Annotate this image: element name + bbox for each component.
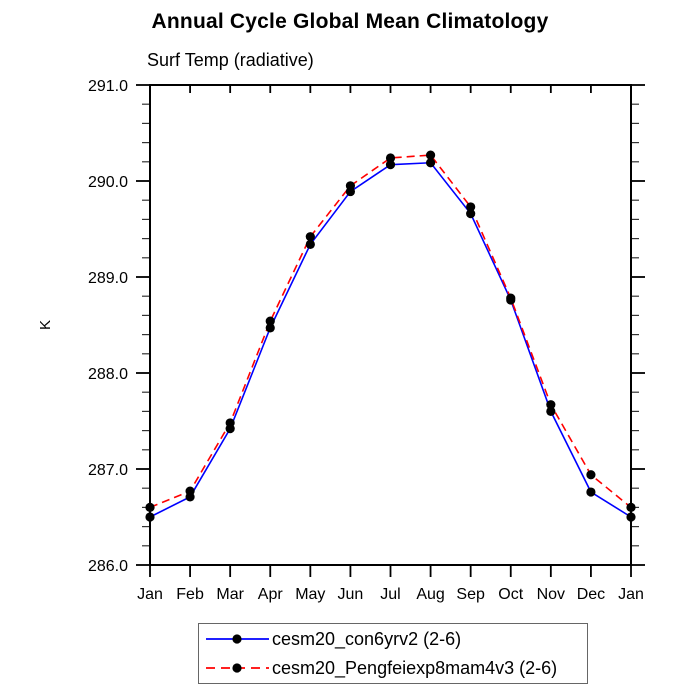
y-axis-title: K xyxy=(37,320,54,330)
data-point-marker-s1 xyxy=(466,202,476,212)
x-axis-tick-label: Aug xyxy=(416,586,444,603)
legend-box: cesm20_con6yrv2 (2-6) cesm20_Pengfeiexp8… xyxy=(198,623,588,684)
legend-item-series-0: cesm20_con6yrv2 (2-6) xyxy=(199,625,587,654)
x-axis-tick-label: Mar xyxy=(216,586,244,603)
y-axis-tick-label: 286.0 xyxy=(88,558,128,575)
series-1-marker-sample xyxy=(232,663,242,673)
data-point-marker-s1 xyxy=(586,470,596,480)
x-axis-tick-label: Jun xyxy=(338,586,364,603)
data-point-marker-s1 xyxy=(185,486,195,496)
plot-frame xyxy=(149,84,632,566)
legend-label-series-0: cesm20_con6yrv2 (2-6) xyxy=(272,628,462,649)
y-axis-tick-label: 290.0 xyxy=(88,174,128,191)
x-axis-tick-label: Jan xyxy=(618,586,644,603)
chart-subtitle: Surf Temp (radiative) xyxy=(147,50,314,70)
data-point-marker-s0 xyxy=(145,512,155,522)
data-point-marker-s0 xyxy=(466,209,476,219)
data-point-marker-s0 xyxy=(626,512,636,522)
x-axis-tick-label: Jul xyxy=(380,586,400,603)
data-point-marker-s1 xyxy=(225,418,235,428)
data-point-marker-s0 xyxy=(265,323,275,333)
legend-item-series-1: cesm20_Pengfeiexp8mam4v3 (2-6) xyxy=(199,654,587,683)
data-point-marker-s1 xyxy=(145,502,155,512)
data-point-marker-s0 xyxy=(546,406,556,416)
data-point-marker-s1 xyxy=(425,150,436,160)
data-point-marker-s0 xyxy=(385,160,396,170)
data-point-marker-s1 xyxy=(305,232,315,242)
series-0-line-swatch xyxy=(206,634,269,644)
chart-title: Annual Cycle Global Mean Climatology xyxy=(151,10,549,33)
data-point-marker-s1 xyxy=(385,153,396,163)
series-line-0 xyxy=(149,161,632,518)
data-point-marker-s1 xyxy=(506,293,516,303)
data-point-marker-s1 xyxy=(546,400,556,410)
data-point-marker-s1 xyxy=(626,502,636,512)
data-point-marker-s1 xyxy=(265,316,275,326)
x-axis-tick-label: Sep xyxy=(456,586,485,603)
x-axis-tick-label: Dec xyxy=(577,586,605,603)
y-axis-tick-label: 288.0 xyxy=(88,366,128,383)
x-axis-tick-label: Feb xyxy=(176,586,204,603)
legend-label-series-1: cesm20_Pengfeiexp8mam4v3 (2-6) xyxy=(272,657,558,678)
series-0-marker-sample xyxy=(232,634,242,644)
series-1-line-swatch xyxy=(206,663,269,673)
x-axis-tick-label: Oct xyxy=(498,586,523,603)
data-point-marker-s0 xyxy=(425,158,436,168)
data-point-marker-s1 xyxy=(345,181,356,191)
data-point-marker-s0 xyxy=(305,239,315,249)
y-axis-tick-label: 287.0 xyxy=(88,462,128,479)
x-axis-tick-label: Jan xyxy=(137,586,163,603)
x-axis-tick-label: Apr xyxy=(258,586,284,603)
y-axis-tick-label: 291.0 xyxy=(88,78,128,95)
data-point-marker-s0 xyxy=(586,487,596,497)
x-axis-tick-label: May xyxy=(295,586,325,603)
series-line-1 xyxy=(149,154,632,509)
y-axis-tick-label: 289.0 xyxy=(88,270,128,287)
plot-area: Jan Feb Mar Apr May Jun Jul Aug Sep Oct Nov Dec Jan 2… xyxy=(37,78,645,603)
x-axis-tick-label: Nov xyxy=(537,586,565,603)
